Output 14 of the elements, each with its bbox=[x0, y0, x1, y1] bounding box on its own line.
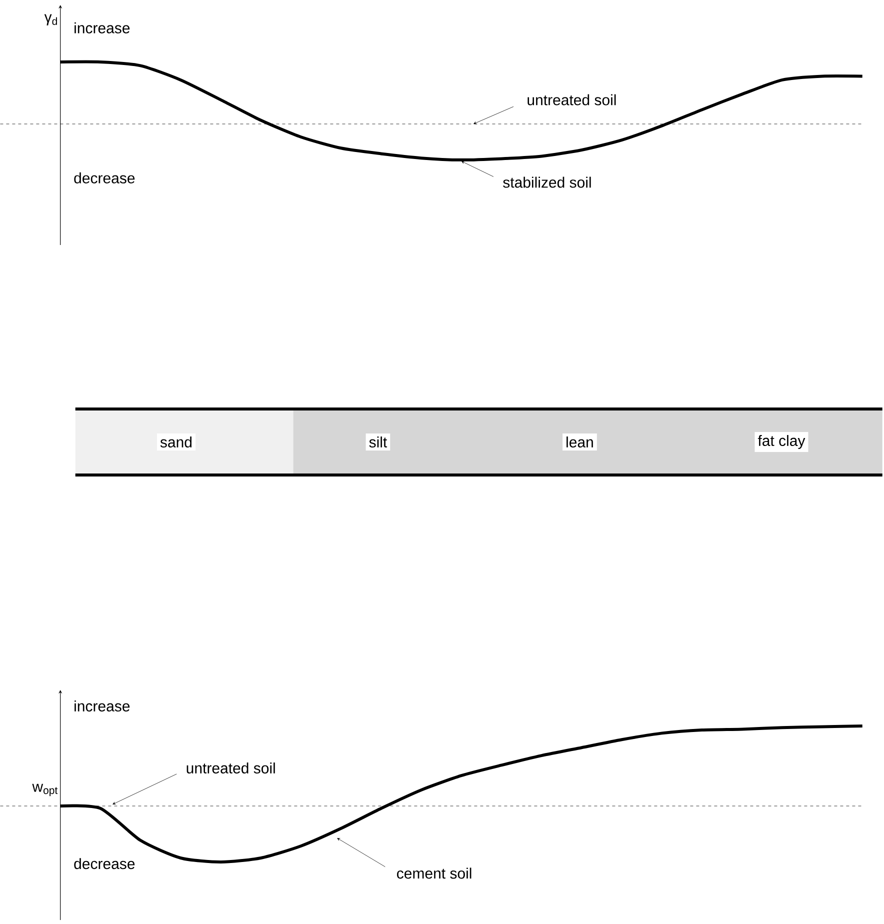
text: decrease bbox=[74, 172, 135, 184]
y-axis-title: w$_{opt}$ bbox=[32, 784, 58, 796]
series-label: stabilized soil bbox=[503, 176, 591, 188]
y-axis-title: γ$_{d}$ bbox=[44, 14, 58, 26]
ref-line-label: untreated soil bbox=[528, 94, 616, 106]
text: increase bbox=[74, 700, 130, 712]
text: cement soil bbox=[397, 868, 472, 879]
text: increase bbox=[74, 22, 130, 34]
text: lean bbox=[566, 436, 594, 448]
text: silt bbox=[369, 436, 388, 448]
ref-line-label: untreated soil bbox=[186, 762, 275, 774]
text: fat clay bbox=[758, 435, 806, 449]
annotation: decrease bbox=[74, 858, 135, 870]
text: sand bbox=[160, 436, 192, 448]
